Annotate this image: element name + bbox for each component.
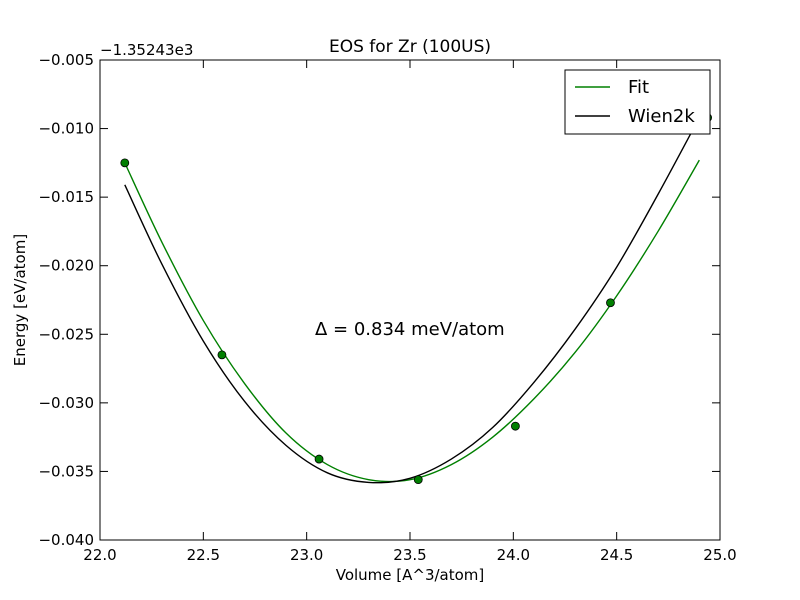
y-axis-label: Energy [eV/atom]	[11, 234, 29, 366]
x-tick-label: 22.5	[187, 546, 220, 564]
legend-label-fit: Fit	[628, 77, 649, 98]
x-tick-label: 25.0	[703, 546, 736, 564]
y-axis-offset-label: −1.35243e3	[100, 41, 193, 59]
legend-box	[564, 69, 711, 135]
x-axis-ticks: 22.0 22.5 23.0 23.5 24.0 24.5 25.0	[83, 60, 737, 564]
legend-entries: Fit Wien2k	[575, 77, 695, 127]
y-tick-label: −0.040	[38, 531, 94, 549]
legend: Fit Wien2k	[564, 69, 711, 135]
data-point	[606, 298, 615, 308]
data-points	[120, 113, 712, 485]
y-tick-label: −0.010	[38, 120, 94, 138]
x-tick-label: 23.0	[290, 546, 323, 564]
y-tick-label: −0.005	[38, 51, 94, 69]
x-tick-label: 24.0	[497, 546, 530, 564]
y-tick-label: −0.025	[38, 325, 94, 343]
data-point	[120, 158, 130, 168]
x-tick-label: 23.5	[393, 546, 426, 564]
y-tick-label: −0.015	[38, 188, 94, 206]
legend-label-wien2k: Wien2k	[628, 106, 695, 127]
data-point	[217, 350, 227, 360]
delta-annotation: Δ = 0.834 meV/atom	[315, 319, 505, 340]
series-line-wien2k	[124, 117, 700, 484]
data-point	[413, 475, 423, 485]
data-point	[314, 454, 324, 464]
x-tick-label: 22.0	[83, 546, 116, 564]
y-tick-label: −0.020	[38, 257, 94, 275]
data-point	[511, 421, 520, 431]
y-tick-label: −0.030	[38, 394, 94, 412]
y-tick-label: −0.035	[38, 462, 94, 480]
y-axis-ticks: −0.040 −0.035 −0.030 −0.025 −0.020 −0.015 −0.0…	[38, 51, 720, 549]
chart-title: EOS for Zr (100US)	[329, 37, 491, 57]
x-tick-label: 24.5	[600, 546, 633, 564]
x-axis-label: Volume [A^3/atom]	[336, 566, 485, 584]
